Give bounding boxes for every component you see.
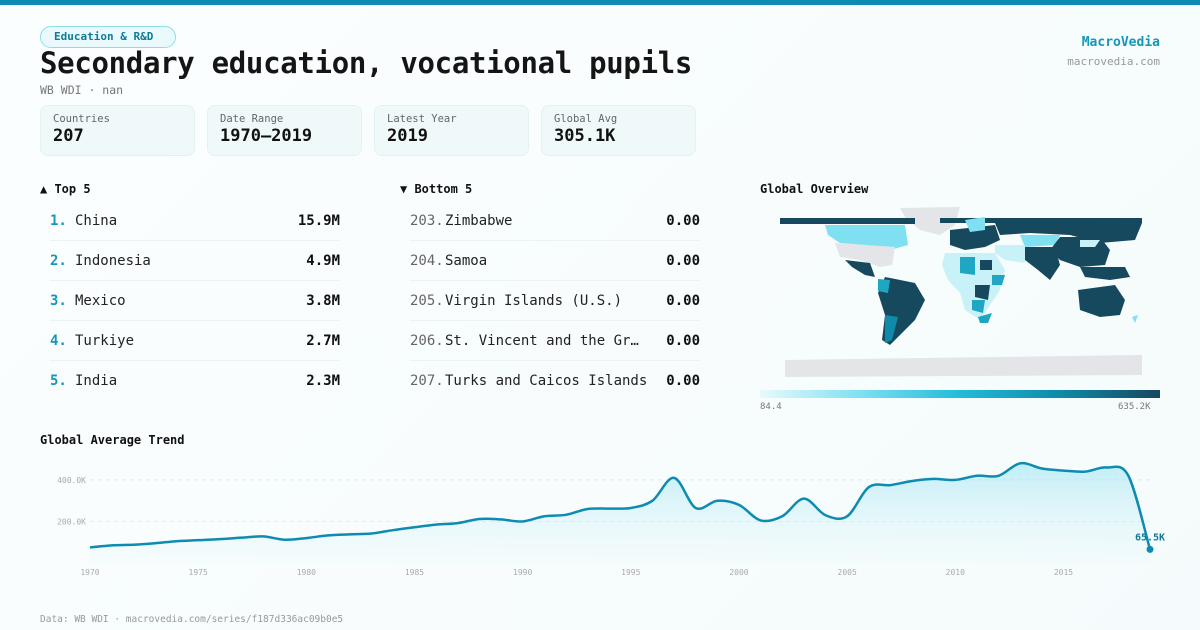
rank: 2. [50, 252, 67, 269]
country-name: Turks and Caicos Islands [445, 373, 648, 389]
list-item[interactable]: 206. St. Vincent and the Gr… 0.00 [410, 321, 700, 361]
svg-text:400.0K: 400.0K [57, 476, 86, 485]
country-name: India [75, 373, 118, 389]
list-item[interactable]: 1. China 15.9M [50, 201, 340, 241]
svg-text:1985: 1985 [405, 568, 424, 577]
svg-text:2000: 2000 [729, 568, 748, 577]
svg-text:1995: 1995 [621, 568, 640, 577]
page-title: Secondary education, vocational pupils [40, 46, 693, 80]
country-name: Indonesia [75, 252, 151, 269]
stat-value: 305.1K [554, 126, 616, 146]
country-name: Virgin Islands (U.S.) [445, 292, 623, 309]
rank: 1. [50, 212, 67, 229]
top-accent-bar [0, 0, 1200, 5]
trend-title: Global Average Trend [40, 433, 185, 447]
top5-list: 1. China 15.9M 2. Indonesia 4.9M 3. Mexico 3.8… [50, 201, 340, 401]
list-item[interactable]: 204. Samoa 0.00 [410, 241, 700, 281]
stat-card-countries: Countries 207 [40, 105, 195, 156]
stat-label: Countries [53, 113, 110, 125]
last-point-label: 65.5K [1135, 532, 1165, 543]
stat-label: Global Avg [554, 113, 618, 125]
last-point-marker [1146, 545, 1154, 553]
list-item[interactable]: 2. Indonesia 4.9M [50, 241, 340, 281]
stat-label: Date Range [220, 113, 284, 125]
map-legend-max: 635.2K [1118, 402, 1151, 412]
bottom5-title: ▼ Bottom 5 [400, 182, 473, 196]
world-choropleth-map[interactable] [780, 205, 1142, 380]
country-name: Mexico [75, 292, 126, 309]
country-value: 15.9M [297, 212, 340, 229]
svg-text:2010: 2010 [946, 568, 965, 577]
brand-name[interactable]: MacroVedia [1081, 35, 1160, 50]
list-item[interactable]: 4. Turkiye 2.7M [50, 321, 340, 361]
list-item[interactable]: 3. Mexico 3.8M [50, 281, 340, 321]
country-name: Turkiye [75, 332, 135, 349]
list-item[interactable]: 5. India 2.3M [50, 361, 340, 401]
map-legend-min: 84.4 [760, 402, 782, 412]
list-item[interactable]: 203. Zimbabwe 0.00 [410, 201, 700, 241]
stat-label: Latest Year [387, 113, 457, 125]
country-value: 0.00 [666, 373, 700, 389]
page-subtitle: WB WDI · nan [40, 83, 124, 97]
rank: 5. [50, 373, 67, 389]
top5-title: ▲ Top 5 [40, 182, 91, 196]
stat-value: 207 [53, 126, 84, 146]
brand-url[interactable]: macrovedia.com [1067, 55, 1160, 68]
rank: 3. [50, 292, 67, 309]
country-value: 2.3M [306, 373, 340, 389]
y-axis-ticks: 200.0K 400.0K [57, 476, 86, 527]
country-value: 3.8M [306, 292, 340, 309]
svg-text:1990: 1990 [513, 568, 532, 577]
svg-text:200.0K: 200.0K [57, 517, 86, 526]
trend-line-chart[interactable]: 200.0K 400.0K 1970 1975 1980 1985 1990 1995 200… [40, 455, 1170, 585]
rank: 206. [410, 332, 444, 349]
stats-row: Countries 207 Date Range 1970–2019 Lates… [40, 105, 696, 156]
stat-value: 1970–2019 [220, 126, 313, 146]
category-tag[interactable]: Education & R&D [40, 26, 177, 48]
svg-text:1975: 1975 [189, 568, 208, 577]
rank: 204. [410, 252, 444, 269]
country-name: Samoa [445, 252, 488, 269]
stat-card-global-avg: Global Avg 305.1K [541, 105, 696, 156]
trend-line [89, 461, 1152, 550]
rank: 4. [50, 332, 67, 349]
country-name: Zimbabwe [445, 212, 513, 229]
stat-card-date-range: Date Range 1970–2019 [207, 105, 362, 156]
svg-text:1980: 1980 [297, 568, 316, 577]
bottom5-list: 203. Zimbabwe 0.00 204. Samoa 0.00 205. Virgi… [410, 201, 700, 401]
country-name: St. Vincent and the Gr… [445, 332, 639, 349]
map-title: Global Overview [760, 182, 869, 196]
svg-text:1970: 1970 [80, 568, 99, 577]
country-value: 2.7M [306, 332, 340, 349]
stat-card-latest-year: Latest Year 2019 [374, 105, 529, 156]
brand: MacroVedia macrovedia.com [1067, 35, 1160, 68]
world-map-svg [780, 207, 1142, 377]
stat-value: 2019 [387, 126, 428, 146]
list-item[interactable]: 207. Turks and Caicos Islands 0.00 [410, 361, 700, 401]
country-value: 4.9M [306, 252, 340, 269]
rank: 205. [410, 292, 444, 309]
list-item[interactable]: 205. Virgin Islands (U.S.) 0.00 [410, 281, 700, 321]
country-value: 0.00 [666, 212, 700, 229]
country-value: 0.00 [666, 292, 700, 309]
country-value: 0.00 [666, 332, 700, 349]
country-name: China [75, 212, 118, 229]
trend-area [90, 463, 1150, 563]
rank: 203. [410, 212, 444, 229]
footer-source[interactable]: Data: WB WDI · macrovedia.com/series/f18… [40, 614, 344, 625]
rank: 207. [410, 373, 444, 389]
svg-text:2005: 2005 [838, 568, 857, 577]
x-axis-ticks: 1970 1975 1980 1985 1990 1995 2000 2005 2010 2015 [80, 568, 1073, 577]
svg-text:2015: 2015 [1054, 568, 1073, 577]
country-value: 0.00 [666, 252, 700, 269]
map-legend-gradient [760, 390, 1160, 398]
